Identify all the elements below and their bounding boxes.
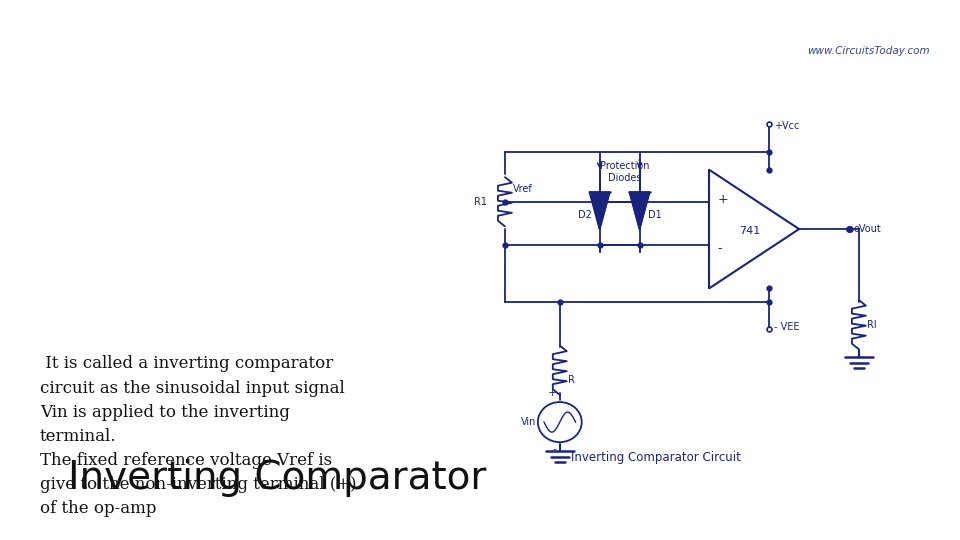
Text: Rl: Rl: [867, 320, 876, 329]
Text: Vref: Vref: [513, 185, 533, 194]
Text: Inverting Comparator Circuit: Inverting Comparator Circuit: [571, 451, 741, 464]
Text: www.CircuitsToday.com: www.CircuitsToday.com: [807, 45, 930, 56]
Polygon shape: [589, 192, 610, 230]
Text: 741: 741: [738, 226, 760, 236]
Text: D1: D1: [647, 211, 661, 220]
Polygon shape: [630, 192, 650, 230]
Text: Protection
Diodes: Protection Diodes: [600, 161, 649, 183]
Text: +: +: [717, 193, 728, 206]
Text: +Vcc: +Vcc: [774, 121, 800, 131]
Text: +: +: [547, 388, 557, 399]
Text: R: R: [567, 375, 575, 385]
Text: -: -: [553, 444, 557, 454]
Text: Vin: Vin: [520, 417, 536, 427]
Text: Inverting Comparator: Inverting Comparator: [68, 458, 487, 497]
Text: -: -: [717, 242, 722, 255]
Text: It is called a inverting comparator
circuit as the sinusoidal input signal
Vin i: It is called a inverting comparator circ…: [39, 355, 356, 517]
Text: D2: D2: [578, 211, 591, 220]
Text: oVout: oVout: [853, 224, 881, 234]
Text: R1: R1: [474, 197, 487, 207]
Text: - VEE: - VEE: [774, 322, 800, 333]
